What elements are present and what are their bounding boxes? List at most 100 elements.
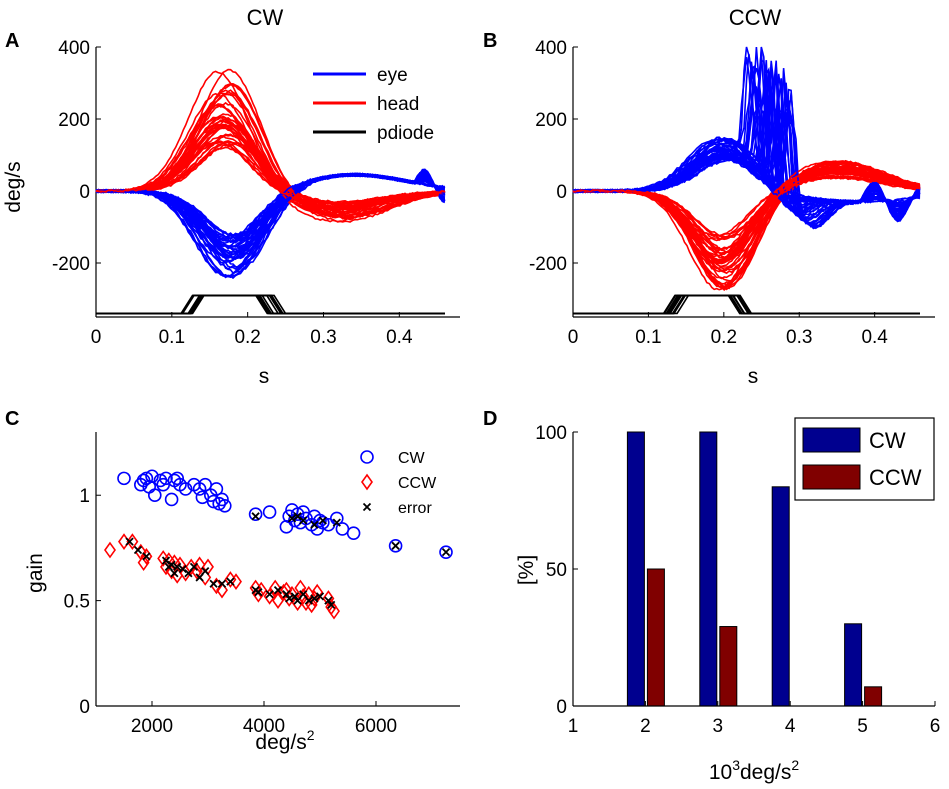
error-point	[167, 560, 176, 569]
plotB-xtick-label: 0.1	[635, 327, 661, 348]
panel-c-xlabel: deg/s2	[255, 727, 314, 754]
error-point	[189, 562, 199, 572]
error-point	[133, 545, 143, 555]
legend-label-ccw: CCW	[869, 465, 922, 490]
head-trace	[572, 174, 921, 240]
cw-point	[170, 471, 184, 486]
error-point	[315, 592, 325, 601]
pdiode-trace	[96, 294, 445, 315]
error-point	[441, 548, 451, 557]
head-trace	[572, 169, 921, 260]
error-point	[125, 537, 134, 546]
ccw-point	[193, 556, 206, 574]
plotD-ytick-label: 100	[535, 423, 567, 444]
panel-a-ylabel: deg/s	[2, 161, 25, 212]
panel-d-plot: 1 2 3 4 5 6 0 50 100 CW CCW	[535, 417, 940, 737]
panel-b-plot: 0 0.1 0.2 0.3 0.4 -200 0 200 400	[529, 38, 935, 348]
error-point	[195, 573, 204, 582]
legend-marker-cw	[360, 450, 374, 464]
plotC-xtick-label: 4000	[243, 716, 285, 737]
panel-b: B CCW s 0 0.1 0.2 0.3 0.4 -200 0 200 400	[483, 5, 935, 388]
plotD-xtick-label: 5	[857, 716, 868, 737]
legend-swatch-cw	[802, 427, 861, 453]
panel-a-title: CW	[247, 5, 284, 30]
ccw-point	[277, 583, 290, 601]
error-point	[273, 585, 283, 595]
cw-point	[148, 488, 162, 503]
plotD-xtick-label: 4	[785, 716, 796, 737]
bar-ccw-2	[646, 568, 665, 707]
panel-a-plot: 0 0.1 0.2 0.3 0.4 -200 0 200 400 eye head pdiode	[52, 38, 460, 348]
ccw-point	[190, 562, 203, 580]
cw-point	[215, 492, 229, 507]
plotB-ytick-label: 400	[535, 38, 567, 59]
cw-point	[164, 492, 179, 507]
head-trace	[95, 70, 446, 223]
error-point	[327, 600, 336, 609]
plotC-ytick-label: 0.5	[64, 592, 90, 613]
plotA-xtick-label: 0.1	[159, 327, 185, 348]
ccw-point	[104, 541, 116, 559]
legend-marker-error	[362, 502, 372, 512]
plotD-ytick-label: 50	[546, 560, 567, 581]
legend-label-eye: eye	[377, 65, 408, 86]
error-point	[391, 541, 400, 550]
ccw-point	[216, 581, 228, 599]
plotB-xtick-label: 0.4	[861, 327, 888, 348]
panel-c-ylabel: gain	[24, 553, 47, 593]
ccw-point	[269, 579, 282, 597]
legend-label-cw: CW	[869, 428, 906, 453]
error-point	[226, 577, 235, 586]
error-point	[290, 592, 299, 601]
plotA-xtick-label: 0.4	[386, 327, 413, 348]
plotA-ytick-label: 400	[58, 38, 90, 59]
plotA-xtick-label: 0	[91, 327, 102, 348]
plotB-ytick-label: 200	[535, 110, 567, 131]
plotC-xtick-label: 2000	[131, 716, 173, 737]
bar-cw-5	[844, 623, 863, 707]
error-point	[332, 518, 341, 527]
eye-trace	[95, 172, 446, 244]
legend-swatch-ccw	[802, 464, 861, 490]
panel-d-xlabel-sup1: 3	[732, 757, 740, 773]
error-point	[161, 556, 171, 565]
bar-cw-2	[626, 431, 645, 707]
error-point	[251, 512, 260, 521]
ccw-point	[297, 588, 310, 605]
error-point	[293, 596, 302, 605]
cw-point	[290, 507, 305, 522]
panel-d-xlabel: 103deg/s2	[709, 757, 800, 784]
ccw-point	[252, 585, 265, 603]
plotD-xtick-label: 3	[713, 716, 724, 737]
bar-ccw-5	[864, 686, 883, 707]
plotC-xtick-label: 6000	[355, 716, 397, 737]
legend-label-ccw: CCW	[398, 475, 437, 492]
head-trace	[95, 140, 446, 206]
plotC-ytick-label: 0	[79, 697, 90, 718]
panel-d-xlabel-mid: deg/s	[740, 761, 791, 784]
ccw-point	[280, 581, 293, 599]
plotB-xtick-label: 0.3	[786, 327, 812, 348]
plotB-xtick-label: 0	[568, 327, 579, 348]
error-point	[254, 588, 263, 597]
bar-cw-3	[699, 431, 718, 707]
plotA-ytick-label: 200	[58, 110, 90, 131]
bar-ccw-3	[719, 626, 738, 707]
ccw-point	[137, 554, 150, 572]
cw-point	[218, 498, 232, 513]
plotB-ytick-label: 0	[556, 182, 567, 203]
eye-trace	[572, 46, 921, 207]
ccw-point	[328, 602, 340, 620]
ccw-point	[294, 579, 307, 597]
cw-point	[346, 526, 361, 540]
error-point	[282, 590, 291, 599]
error-point	[304, 596, 313, 605]
error-point	[178, 564, 187, 574]
ccw-point	[322, 590, 335, 607]
legend-label-error: error	[398, 500, 432, 517]
panel-b-letter: B	[483, 30, 497, 52]
panel-b-xlabel: s	[748, 365, 759, 388]
error-point	[201, 566, 210, 576]
panel-c-plot: 2000 4000 6000 0 0.5 1 CW CCW error	[64, 432, 460, 737]
